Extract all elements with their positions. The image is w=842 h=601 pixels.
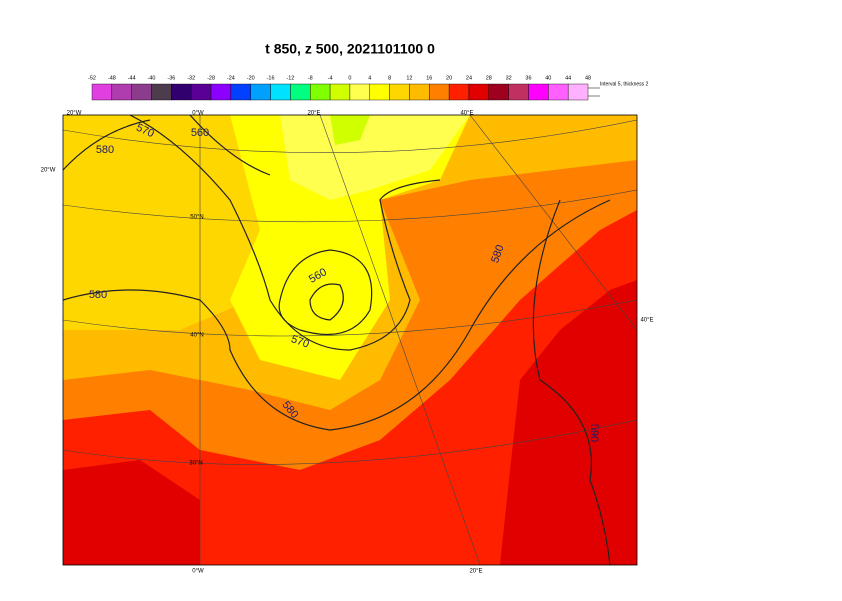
colorbar-swatch	[171, 83, 192, 101]
colorbar-label: -12	[286, 75, 294, 81]
colorbar-label: 16	[426, 75, 432, 81]
contour	[189, 115, 373, 336]
colorbar-swatch	[488, 83, 509, 101]
colorbar-label: 44	[565, 75, 571, 81]
grid-label: 20°W	[67, 111, 82, 117]
colorbar-label: 32	[506, 75, 512, 81]
colorbar-note: Interval 5, thickness 2	[600, 81, 649, 87]
colorbar-swatch	[567, 83, 589, 101]
colorbar-extension	[588, 87, 600, 97]
contour	[63, 119, 611, 431]
colorbar-label: -52	[88, 75, 96, 81]
colorbar-label: -48	[108, 75, 116, 81]
colorbar-label: 4	[368, 75, 371, 81]
colorbar-label: -24	[227, 75, 235, 81]
colorbar-label: 20	[446, 75, 452, 81]
colorbar-swatch	[270, 83, 291, 101]
colorbar-label: 28	[486, 75, 492, 81]
colorbar-swatch	[131, 83, 152, 101]
contour	[129, 115, 441, 351]
colorbar-swatch	[448, 83, 470, 101]
colorbar-swatch	[349, 83, 370, 101]
colorbar-swatch	[429, 83, 450, 101]
colorbar-swatch	[230, 83, 251, 101]
grid-label: 20°E	[307, 111, 320, 117]
colorbar-swatch	[91, 83, 113, 101]
contour-label: 560	[191, 127, 209, 139]
colorbar-label: 24	[466, 75, 472, 81]
colorbar-swatch	[329, 83, 351, 101]
colorbar-label: 36	[525, 75, 531, 81]
grid-label: 40°E	[640, 318, 653, 324]
contour-label: 580	[489, 243, 507, 264]
colorbar-label: -20	[247, 75, 255, 81]
colorbar-swatch	[310, 83, 331, 101]
grid-label: 20°W	[41, 168, 56, 174]
contour	[309, 283, 344, 321]
colorbar-label: 0	[348, 75, 351, 81]
temperature-field	[63, 210, 637, 565]
colorbar-label: -16	[267, 75, 275, 81]
colorbar-swatch	[528, 83, 549, 101]
graticule	[199, 115, 637, 565]
contour-label: 590	[588, 424, 600, 442]
title: t 850, z 500, 2021101100 0	[265, 41, 435, 57]
colorbar-swatch	[151, 83, 172, 101]
grid-label: 40°E	[460, 111, 473, 117]
colorbar-swatch	[250, 83, 271, 101]
contour-label: 580	[89, 289, 107, 301]
grid-label: 20°E	[469, 569, 482, 575]
temperature-field	[330, 115, 370, 145]
colorbar-swatch	[111, 83, 132, 101]
colorbar-label: 12	[406, 75, 412, 81]
contour-label: 580	[96, 144, 114, 156]
colorbar-label: -4	[328, 75, 333, 81]
grid-label: 40°N	[190, 333, 203, 339]
colorbar-swatch	[468, 83, 489, 101]
map-frame	[62, 114, 638, 566]
colorbar-label: -32	[187, 75, 195, 81]
colorbar-label: 40	[545, 75, 551, 81]
grid-label: 0°W	[192, 569, 204, 575]
colorbar-label: -36	[167, 75, 175, 81]
colorbar-label: -28	[207, 75, 215, 81]
colorbar: -52 -48 -44 -40 -36 -32 -28 -24 -20 -16 -12 -8 -4 0 4 8…	[88, 75, 649, 101]
grid-label: 0°W	[192, 111, 204, 117]
colorbar-label: -44	[128, 75, 136, 81]
colorbar-label: -8	[308, 75, 313, 81]
colorbar-swatch	[290, 83, 311, 101]
colorbar-label: 48	[585, 75, 591, 81]
colorbar-swatch	[508, 83, 529, 101]
graticule	[63, 119, 637, 465]
grid-label: 30°N	[189, 461, 202, 467]
colorbar-label: 8	[388, 75, 391, 81]
grid-label: 50°N	[190, 215, 203, 221]
colorbar-swatch	[210, 83, 232, 101]
colorbar-swatch	[389, 83, 410, 101]
colorbar-swatch	[190, 83, 212, 101]
temperature-field	[500, 280, 637, 565]
colorbar-label: -40	[148, 75, 156, 81]
colorbar-swatch	[409, 83, 430, 101]
colorbar-swatch	[548, 83, 569, 101]
contour-label: 570	[289, 333, 310, 351]
contour	[532, 199, 611, 565]
colorbar-swatch	[369, 83, 390, 101]
temperature-field	[63, 460, 200, 565]
temperature-field	[230, 115, 470, 380]
map	[63, 115, 637, 565]
